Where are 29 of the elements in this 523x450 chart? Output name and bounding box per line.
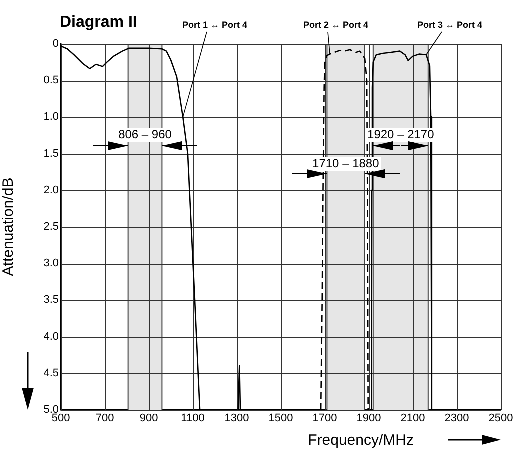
x-tick-label: 900 <box>140 412 158 425</box>
x-tick-label: 1300 <box>224 412 250 425</box>
text: Port 1 ↔ Port 4 <box>182 20 248 30</box>
y-tick-label: 3.0 <box>44 258 59 270</box>
y-tick-label: 2.0 <box>44 184 59 196</box>
y-tick-label: 4.0 <box>44 330 59 343</box>
band-label: 1920 – 2170 <box>368 127 435 142</box>
x-tick-label: 1900 <box>356 412 382 425</box>
y-tick-label: 0 <box>52 38 59 50</box>
text: Port 3 ↔ Port 4 <box>417 20 483 30</box>
y-tick-label: 1.0 <box>44 111 59 124</box>
x-tick-label: 1100 <box>181 412 205 425</box>
x-tick-label: 2500 <box>488 412 514 425</box>
chart-title: Diagram II <box>60 14 138 31</box>
y-tick-label: 0.5 <box>44 74 59 87</box>
y-tick-label: 2.5 <box>44 221 59 234</box>
band-label: 1710 – 1880 <box>312 156 380 170</box>
x-tick-label: 2300 <box>444 412 470 425</box>
y-tick-label: 1.5 <box>44 148 59 160</box>
x-tick-label: 1700 <box>312 412 338 425</box>
text: Port 2 ↔ Port 4 <box>303 20 369 30</box>
x-tick-label: 700 <box>96 412 114 425</box>
y-axis-title: Attenuation/dB <box>0 178 18 276</box>
band-label: 806 – 960 <box>118 127 172 142</box>
x-tick-label: 2100 <box>400 412 426 425</box>
x-tick-label: 1500 <box>268 412 294 425</box>
y-tick-label: 4.5 <box>44 367 59 380</box>
x-axis-title: Frequency/MHz <box>308 432 414 449</box>
y-tick-label: 3.5 <box>44 294 59 306</box>
